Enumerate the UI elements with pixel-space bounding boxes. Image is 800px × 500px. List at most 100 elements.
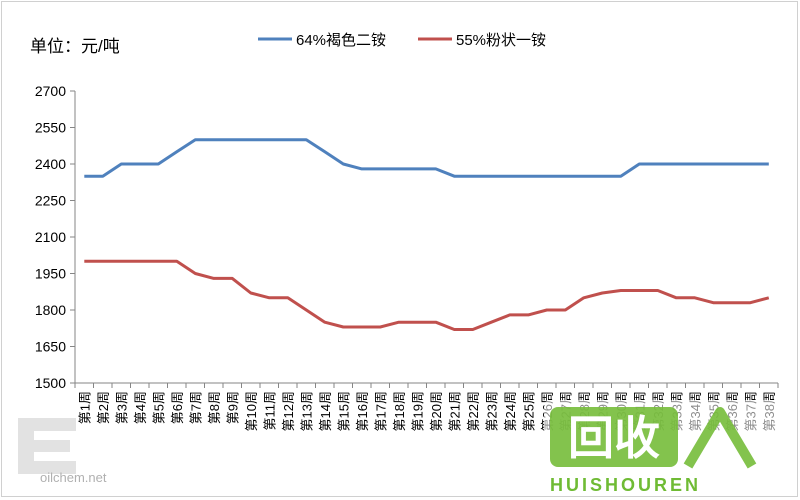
y-tick-label: 1500: [35, 375, 66, 391]
x-tick-label: 第8周: [207, 391, 222, 424]
y-tick-label: 2400: [35, 156, 66, 172]
data-point-55-powder-map: [434, 320, 438, 324]
x-tick-label: 第5周: [151, 391, 166, 424]
x-tick-label: 第17周: [373, 391, 388, 431]
data-point-55-powder-map: [600, 291, 604, 295]
x-tick-label: 第7周: [188, 391, 203, 424]
data-point-64-brown-dap: [415, 167, 419, 171]
data-point-55-powder-map: [323, 320, 327, 324]
data-point-64-brown-dap: [563, 174, 567, 178]
data-point-64-brown-dap: [471, 174, 475, 178]
data-point-64-brown-dap: [656, 162, 660, 166]
data-point-64-brown-dap: [434, 167, 438, 171]
data-point-64-brown-dap: [82, 174, 86, 178]
data-point-64-brown-dap: [600, 174, 604, 178]
data-point-64-brown-dap: [711, 162, 715, 166]
x-tick-label: 第1周: [77, 391, 92, 424]
data-point-55-powder-map: [693, 296, 697, 300]
data-point-64-brown-dap: [489, 174, 493, 178]
data-point-64-brown-dap: [304, 138, 308, 142]
data-point-55-powder-map: [730, 301, 734, 305]
data-point-55-powder-map: [341, 325, 345, 329]
data-point-55-powder-map: [452, 328, 456, 332]
x-tick-label: 第18周: [392, 391, 407, 431]
watermark-right: 回收 HUISHOUREN: [544, 400, 780, 496]
y-tick-label: 1650: [35, 339, 66, 355]
x-tick-label: 第13周: [299, 391, 314, 431]
legend: 64%褐色二铵 55%粉状一铵: [258, 32, 546, 49]
y-axis: 1500 1650 1800 1950 2100 2250 2400 2550 2700: [35, 83, 76, 391]
data-point-64-brown-dap: [267, 138, 271, 142]
data-point-55-powder-map: [286, 296, 290, 300]
data-point-55-powder-map: [212, 276, 216, 280]
x-tick-label: 第12周: [281, 391, 296, 431]
data-point-64-brown-dap: [323, 150, 327, 154]
x-tick-label: 第3周: [114, 391, 129, 424]
huishouren-logo-text: 回收: [568, 412, 660, 464]
data-point-55-powder-map: [304, 308, 308, 312]
x-tick-label: 第6周: [170, 391, 185, 424]
data-point-55-powder-map: [471, 328, 475, 332]
x-tick-label: 第20周: [429, 391, 444, 431]
unit-label: 单位：元/吨: [30, 37, 120, 56]
data-point-64-brown-dap: [230, 138, 234, 142]
data-point-64-brown-dap: [582, 174, 586, 178]
x-tick-label: 第23周: [484, 391, 499, 431]
data-point-64-brown-dap: [508, 174, 512, 178]
x-tick-label: 第15周: [336, 391, 351, 431]
data-point-55-powder-map: [767, 296, 771, 300]
data-point-55-powder-map: [545, 308, 549, 312]
data-point-55-powder-map: [748, 301, 752, 305]
data-point-55-powder-map: [360, 325, 364, 329]
x-tick-label: 第10周: [244, 391, 259, 431]
data-point-55-powder-map: [637, 289, 641, 293]
data-point-64-brown-dap: [212, 138, 216, 142]
x-tick-label: 第22周: [466, 391, 481, 431]
series-line-55-powder-map: [84, 259, 770, 331]
data-point-64-brown-dap: [730, 162, 734, 166]
data-point-55-powder-map: [582, 296, 586, 300]
huishouren-logo-badge: [550, 407, 678, 467]
x-tick-label: 第11周: [262, 391, 277, 431]
oilchem-logo-icon: [18, 418, 76, 474]
data-point-64-brown-dap: [693, 162, 697, 166]
data-point-55-powder-map: [415, 320, 419, 324]
data-point-55-powder-map: [101, 259, 105, 263]
data-point-55-powder-map: [711, 301, 715, 305]
huishouren-logo-caret-icon: [683, 407, 757, 469]
data-point-64-brown-dap: [526, 174, 530, 178]
data-point-64-brown-dap: [101, 174, 105, 178]
x-tick-label: 第21周: [447, 391, 462, 431]
x-tick-label: 第2周: [96, 391, 111, 424]
data-point-64-brown-dap: [674, 162, 678, 166]
plot-series: [82, 138, 771, 332]
data-point-55-powder-map: [489, 320, 493, 324]
data-point-55-powder-map: [82, 259, 86, 263]
data-point-64-brown-dap: [545, 174, 549, 178]
data-point-55-powder-map: [656, 289, 660, 293]
data-point-64-brown-dap: [341, 162, 345, 166]
y-tick-label: 1950: [35, 266, 66, 282]
data-point-64-brown-dap: [767, 162, 771, 166]
data-point-64-brown-dap: [619, 174, 623, 178]
y-tick-label: 1800: [35, 302, 66, 318]
data-point-64-brown-dap: [249, 138, 253, 142]
data-point-55-powder-map: [674, 296, 678, 300]
data-point-64-brown-dap: [156, 162, 160, 166]
data-point-55-powder-map: [175, 259, 179, 263]
x-tick-label: 第9周: [225, 391, 240, 424]
y-tick-label: 2250: [35, 193, 66, 209]
y-tick-label: 2550: [35, 120, 66, 136]
data-point-55-powder-map: [508, 313, 512, 317]
data-point-64-brown-dap: [637, 162, 641, 166]
data-point-55-powder-map: [193, 272, 197, 276]
data-point-55-powder-map: [563, 308, 567, 312]
data-point-64-brown-dap: [378, 167, 382, 171]
data-point-64-brown-dap: [286, 138, 290, 142]
data-point-55-powder-map: [249, 291, 253, 295]
data-point-64-brown-dap: [452, 174, 456, 178]
x-tick-label: 第19周: [410, 391, 425, 431]
data-point-64-brown-dap: [193, 138, 197, 142]
data-point-55-powder-map: [619, 289, 623, 293]
legend-label-64-brown-dap: 64%褐色二铵: [296, 32, 386, 49]
